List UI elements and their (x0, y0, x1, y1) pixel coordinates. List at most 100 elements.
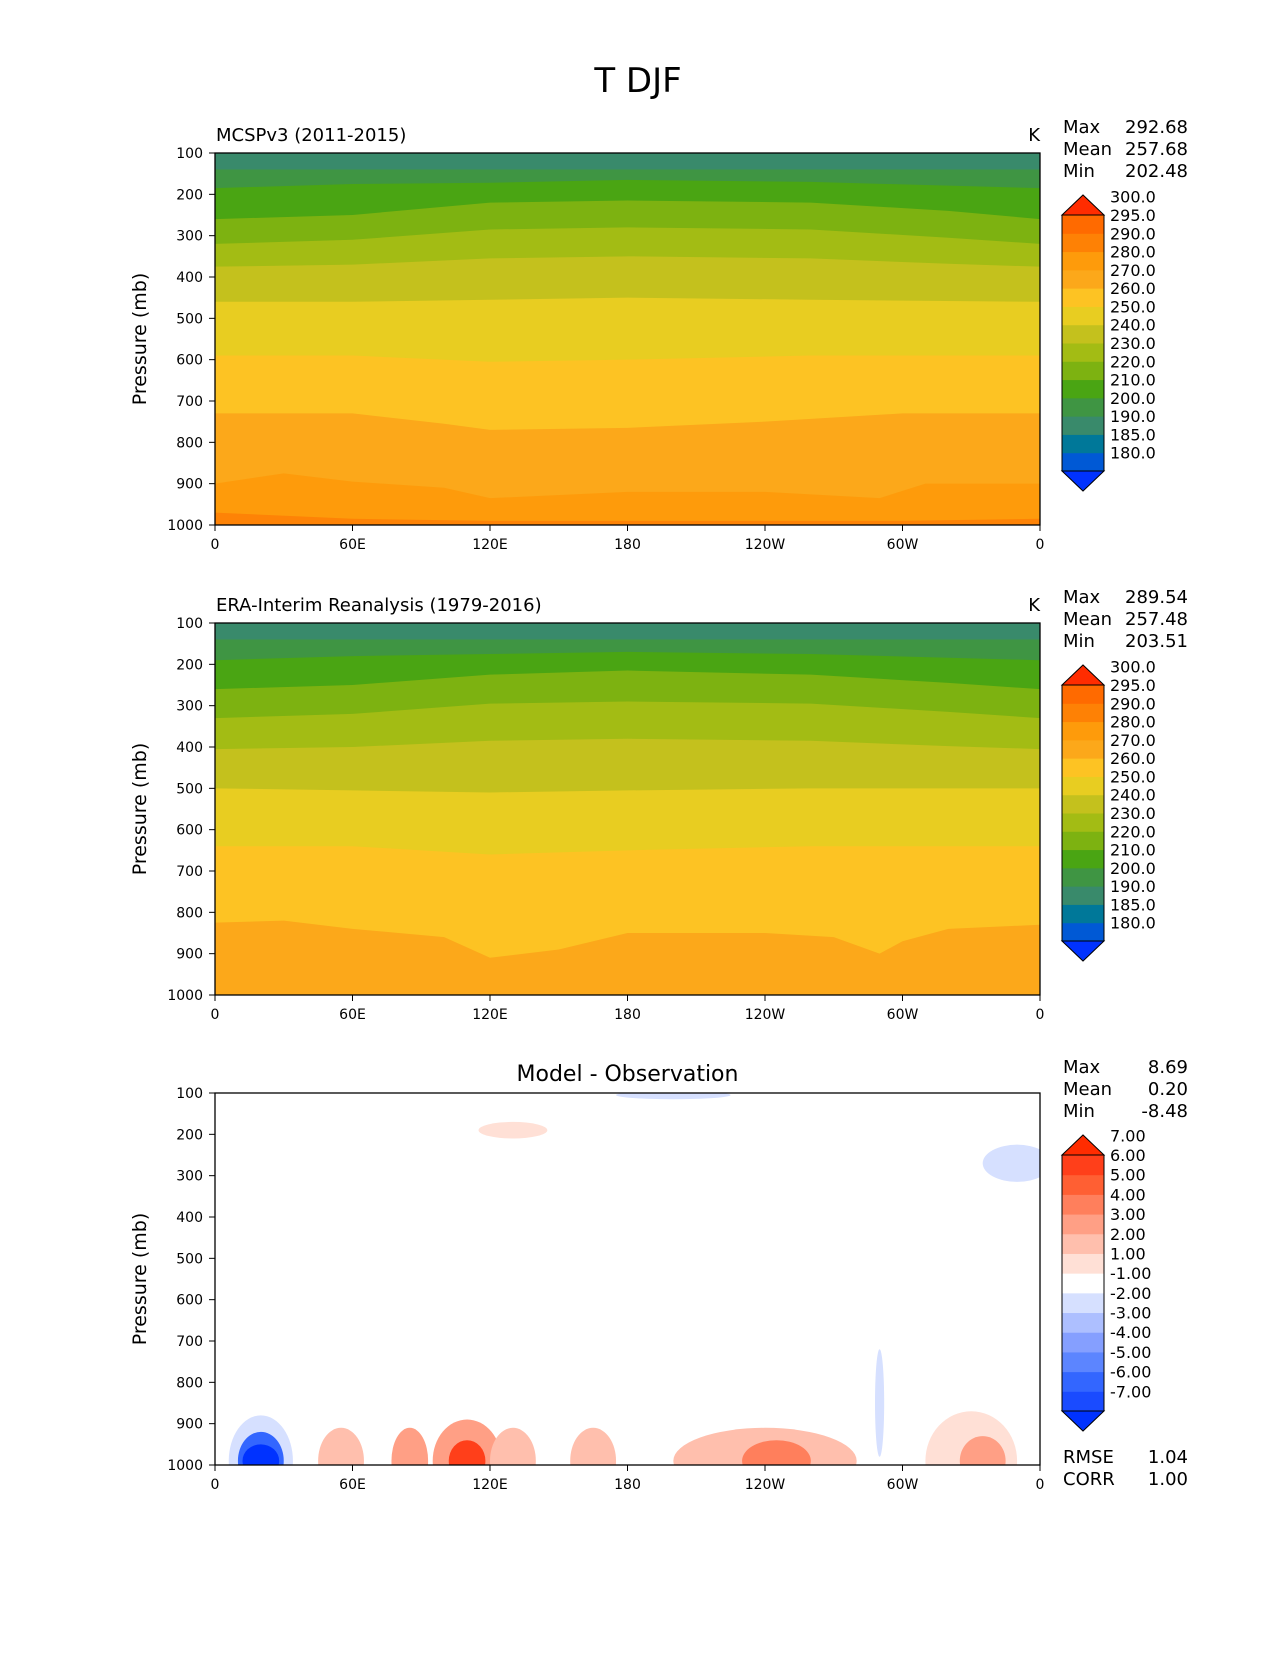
panel-diff: 100 200 300 400 500 600 700 800 900 1000 0 60E 120E 1… (129, 1057, 1188, 1493)
stat-label: Min (1063, 1101, 1095, 1122)
colorbar-label: -4.00 (1110, 1323, 1151, 1342)
colorbar-swatch (1062, 1351, 1104, 1373)
colorbar-swatch (1062, 361, 1104, 381)
colorbar-label: 240.0 (1110, 786, 1156, 805)
colorbar-swatch (1062, 434, 1104, 454)
y-tick-label: 600 (176, 823, 203, 839)
stat-value: 289.54 (1125, 587, 1188, 608)
colorbar-swatch (1062, 233, 1104, 253)
colorbar-swatch (1062, 1214, 1104, 1235)
y-tick-label: 700 (176, 864, 203, 880)
anomaly-12 (448, 1440, 486, 1465)
y-tick-label: 800 (176, 435, 203, 451)
colorbar-label: 6.00 (1110, 1146, 1146, 1165)
x-tick-label: 180 (614, 537, 641, 553)
colorbar-label: 7.00 (1110, 1126, 1146, 1145)
colorbar-label: 200.0 (1110, 389, 1156, 408)
y-tick-label: 600 (176, 353, 203, 369)
colorbar-label: 5.00 (1110, 1166, 1146, 1185)
colorbar: 180.0185.0190.0200.0210.0220.0230.0240.0… (1060, 188, 1156, 492)
colorbar-swatch (1062, 1253, 1104, 1274)
colorbar-label: 190.0 (1110, 407, 1156, 426)
x-tick-label: 60W (887, 537, 919, 553)
colorbar-label: 260.0 (1110, 749, 1156, 768)
colorbar-label: 295.0 (1110, 206, 1156, 225)
y-tick-label: 900 (176, 1417, 203, 1433)
colorbar-extend-high (1060, 194, 1106, 216)
stat-value: -8.48 (1141, 1101, 1188, 1122)
anomaly-7 (742, 1440, 811, 1465)
colorbar-swatch (1062, 1292, 1104, 1314)
y-axis-label: Pressure (mb) (129, 743, 151, 876)
anomaly-16 (616, 1093, 731, 1100)
y-tick-label: 400 (176, 270, 203, 286)
colorbar-label: 220.0 (1110, 822, 1156, 841)
stat-label: Mean (1063, 1079, 1112, 1100)
x-tick-label: 60E (339, 1007, 366, 1023)
footer-stat-value: 1.00 (1148, 1469, 1188, 1490)
colorbar-label: 185.0 (1110, 425, 1156, 444)
x-tick-label: 60W (887, 1007, 919, 1023)
colorbar-label: 210.0 (1110, 841, 1156, 860)
x-tick-label: 0 (211, 1007, 220, 1023)
y-tick-label: 300 (176, 1169, 203, 1185)
anomaly-14 (478, 1121, 548, 1139)
colorbar-extend-low (1060, 1410, 1106, 1432)
x-tick-label: 120W (745, 537, 786, 553)
stat-value: 8.69 (1148, 1057, 1188, 1078)
colorbar-swatch (1062, 1194, 1104, 1215)
colorbar-label: 300.0 (1110, 188, 1156, 207)
colorbar-swatch (1062, 685, 1104, 704)
colorbar-swatch (1062, 721, 1104, 741)
colorbar-label: 185.0 (1110, 895, 1156, 914)
colorbar-label: 190.0 (1110, 877, 1156, 896)
y-tick-label: 700 (176, 394, 203, 410)
colorbar-swatch (1062, 306, 1104, 326)
colorbar-label: -3.00 (1110, 1304, 1151, 1323)
anomaly-5 (570, 1427, 617, 1465)
y-tick-label: 400 (176, 740, 203, 756)
colorbar-swatch (1062, 1371, 1104, 1392)
y-tick-label: 800 (176, 1375, 203, 1391)
colorbar-label: -5.00 (1110, 1343, 1151, 1362)
panel-left-title: MCSPv3 (2011-2015) (216, 125, 406, 146)
figure-title: T DJF (593, 61, 681, 101)
x-tick-label: 0 (1036, 1477, 1045, 1493)
y-tick-label: 900 (176, 947, 203, 963)
y-tick-label: 900 (176, 477, 203, 493)
colorbar-label: 280.0 (1110, 243, 1156, 262)
contour-band-280 (215, 920, 1040, 995)
colorbar-swatch (1062, 831, 1104, 851)
x-tick-label: 0 (211, 1477, 220, 1493)
colorbar-swatch (1062, 886, 1104, 905)
colorbar-swatch (1062, 215, 1104, 234)
colorbar-swatch (1062, 849, 1104, 869)
colorbar-label: 4.00 (1110, 1185, 1146, 1204)
colorbar-label: 295.0 (1110, 676, 1156, 695)
colorbar-label: 260.0 (1110, 279, 1156, 298)
colorbar-label: -1.00 (1110, 1264, 1151, 1283)
contour-band-290 (215, 473, 1040, 525)
diff-background (215, 1093, 1040, 1465)
colorbar-label: 230.0 (1110, 804, 1156, 823)
colorbar-label: 290.0 (1110, 224, 1156, 243)
colorbar-swatch (1062, 269, 1104, 289)
stat-label: Mean (1063, 139, 1112, 160)
y-tick-label: 600 (176, 1293, 203, 1309)
anomaly-10 (391, 1427, 429, 1465)
anomaly-13 (242, 1444, 280, 1465)
colorbar-label: 3.00 (1110, 1205, 1146, 1224)
x-tick-label: 60W (887, 1477, 919, 1493)
colorbar-label: -2.00 (1110, 1284, 1151, 1303)
y-tick-label: 1000 (167, 518, 203, 534)
y-tick-label: 500 (176, 1251, 203, 1267)
colorbar-extend-low (1060, 470, 1106, 492)
x-tick-label: 120E (472, 1007, 508, 1023)
plot-area (215, 153, 1040, 525)
x-tick-label: 60E (339, 537, 366, 553)
colorbar-label: 180.0 (1110, 444, 1156, 463)
footer-stat-label: CORR (1063, 1469, 1115, 1490)
colorbar-swatch (1062, 739, 1104, 759)
colorbar-label: 1.00 (1110, 1244, 1146, 1263)
colorbar-swatch (1062, 1174, 1104, 1195)
